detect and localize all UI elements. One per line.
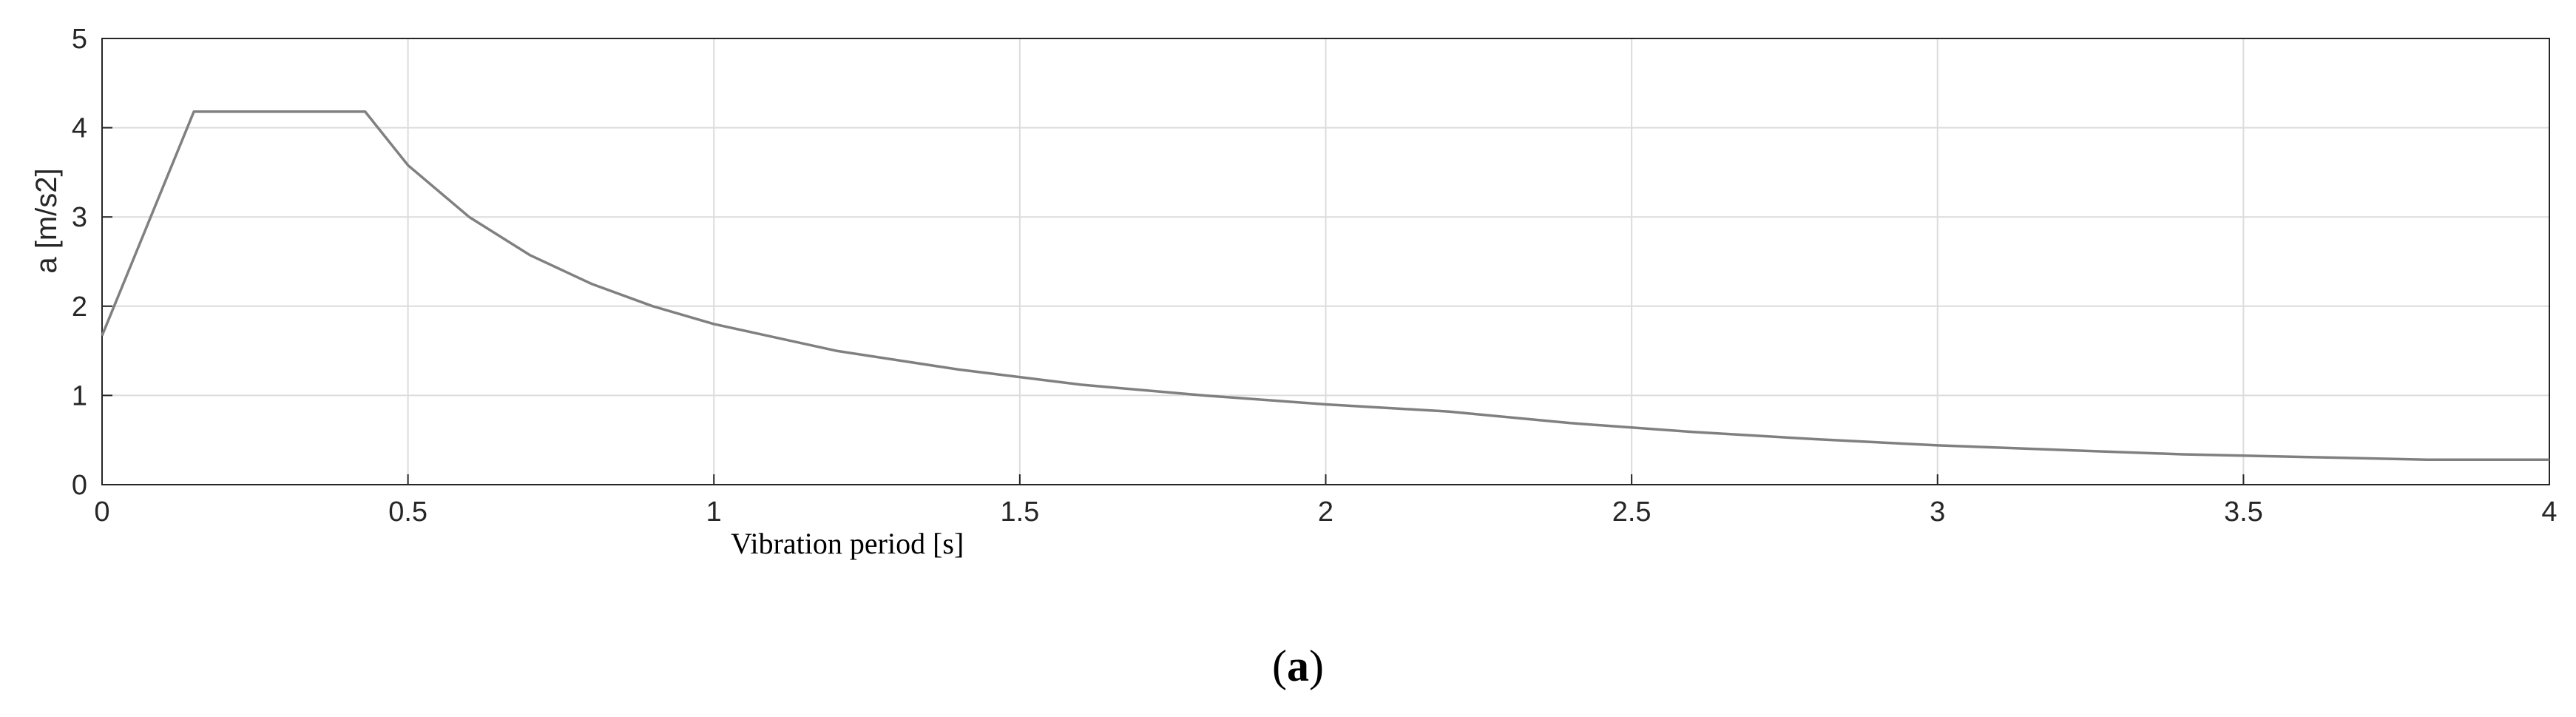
y-tick-label: 2 bbox=[72, 292, 87, 323]
caption-letter: a bbox=[1287, 642, 1309, 690]
grid bbox=[102, 38, 2549, 485]
x-tick-label: 2 bbox=[1318, 496, 1333, 528]
y-tick-label: 1 bbox=[72, 380, 87, 411]
y-axis-label: a [m/s2] bbox=[30, 168, 63, 273]
x-tick-label: 0 bbox=[94, 496, 109, 528]
x-tick-label: 0.5 bbox=[388, 496, 427, 528]
caption-close-paren: ) bbox=[1309, 642, 1324, 690]
y-tick-label: 3 bbox=[72, 202, 87, 233]
y-tick-label: 0 bbox=[72, 470, 87, 501]
x-tick-label: 3.5 bbox=[2224, 496, 2263, 528]
x-axis-label: Vibration period [s] bbox=[731, 527, 964, 560]
x-tick-label: 3 bbox=[1930, 496, 1945, 528]
y-tick-label: 5 bbox=[72, 24, 87, 55]
y-tick-label: 4 bbox=[72, 113, 87, 144]
axis-ticks: 0 0.5 1 1.5 2 2.5 3 3.5 4 0 1 2 3 4 5 bbox=[72, 24, 2558, 528]
series-layer bbox=[101, 110, 2549, 461]
caption-open-paren: ( bbox=[1272, 642, 1287, 690]
x-tick-label: 1 bbox=[706, 496, 722, 528]
series-line bbox=[101, 110, 2549, 461]
x-tick-label: 2.5 bbox=[1612, 496, 1652, 528]
x-tick-label: 1.5 bbox=[1000, 496, 1039, 528]
figure-caption: (a) bbox=[1272, 642, 1324, 690]
x-tick-label: 4 bbox=[2541, 496, 2557, 528]
